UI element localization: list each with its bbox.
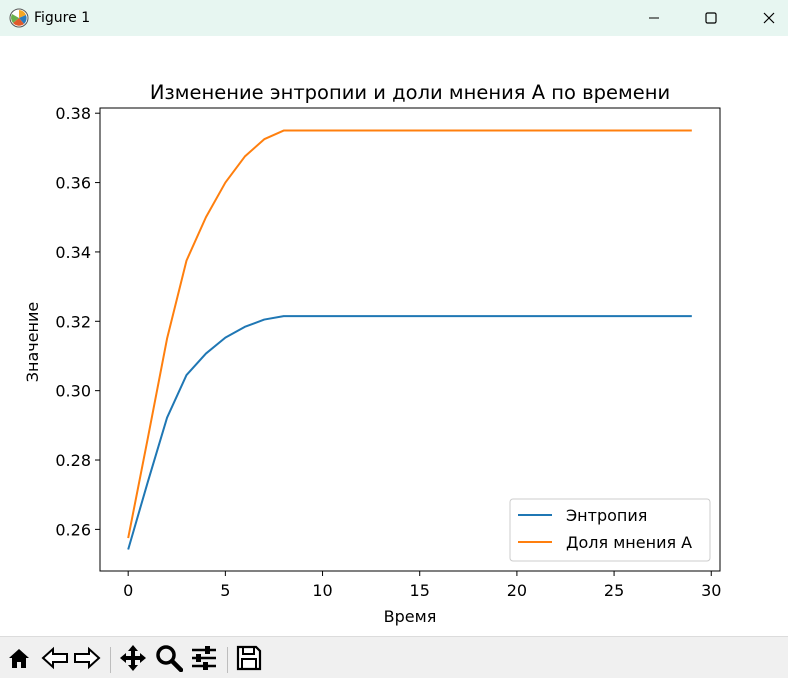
configure-subplots-icon xyxy=(190,644,218,676)
y-tick-label: 0.30 xyxy=(55,382,91,401)
y-tick-label: 0.36 xyxy=(55,174,91,193)
legend-box xyxy=(509,498,711,562)
window-titlebar: Figure 1 xyxy=(0,0,788,36)
figure-canvas: Изменение энтропии и доли мнения A по вр… xyxy=(0,36,788,636)
y-tick-label: 0.34 xyxy=(55,243,91,262)
save-button[interactable] xyxy=(234,645,264,675)
x-tick-label: 25 xyxy=(604,581,624,600)
line-chart: Изменение энтропии и доли мнения A по вр… xyxy=(23,81,721,626)
y-tick-label: 0.28 xyxy=(55,451,91,470)
pan-button[interactable] xyxy=(118,645,148,675)
close-button[interactable] xyxy=(746,0,788,36)
chart-title: Изменение энтропии и доли мнения A по вр… xyxy=(150,81,670,104)
x-tick-label: 15 xyxy=(410,581,430,600)
close-icon xyxy=(763,12,775,24)
toolbar-separator xyxy=(110,647,111,673)
legend-label-2: Доля мнения A xyxy=(566,533,692,552)
navigation-toolbar xyxy=(0,636,788,678)
x-tick-label: 10 xyxy=(312,581,332,600)
save-icon xyxy=(235,644,263,676)
minimize-button[interactable] xyxy=(631,0,677,36)
maximize-button[interactable] xyxy=(688,0,734,36)
y-tick-label: 0.38 xyxy=(55,104,91,123)
forward-button[interactable] xyxy=(72,645,102,675)
zoom-button[interactable] xyxy=(154,645,184,675)
home-icon xyxy=(6,645,32,675)
maximize-icon xyxy=(705,12,717,24)
x-axis-label: Время xyxy=(384,607,437,626)
configure-subplots-button[interactable] xyxy=(189,645,219,675)
forward-arrow-icon xyxy=(73,645,101,675)
plot-frame xyxy=(99,107,721,572)
pan-icon xyxy=(119,644,147,676)
back-button[interactable] xyxy=(40,645,70,675)
y-tick-label: 0.32 xyxy=(55,312,91,331)
minimize-icon xyxy=(648,12,660,24)
home-button[interactable] xyxy=(4,645,34,675)
zoom-icon xyxy=(155,644,184,676)
legend-label-1: Энтропия xyxy=(566,506,647,525)
x-tick-label: 0 xyxy=(123,581,133,600)
x-tick-label: 30 xyxy=(701,581,721,600)
window-title: Figure 1 xyxy=(34,10,91,26)
y-axis-label: Значение xyxy=(23,302,42,383)
back-arrow-icon xyxy=(41,645,69,675)
x-tick-label: 5 xyxy=(220,581,230,600)
series-line-1 xyxy=(127,315,692,550)
x-tick-label: 20 xyxy=(507,581,527,600)
y-tick-label: 0.26 xyxy=(55,520,91,539)
matplotlib-logo-icon xyxy=(9,8,29,28)
series-line-2 xyxy=(127,129,692,539)
toolbar-separator xyxy=(227,647,228,673)
